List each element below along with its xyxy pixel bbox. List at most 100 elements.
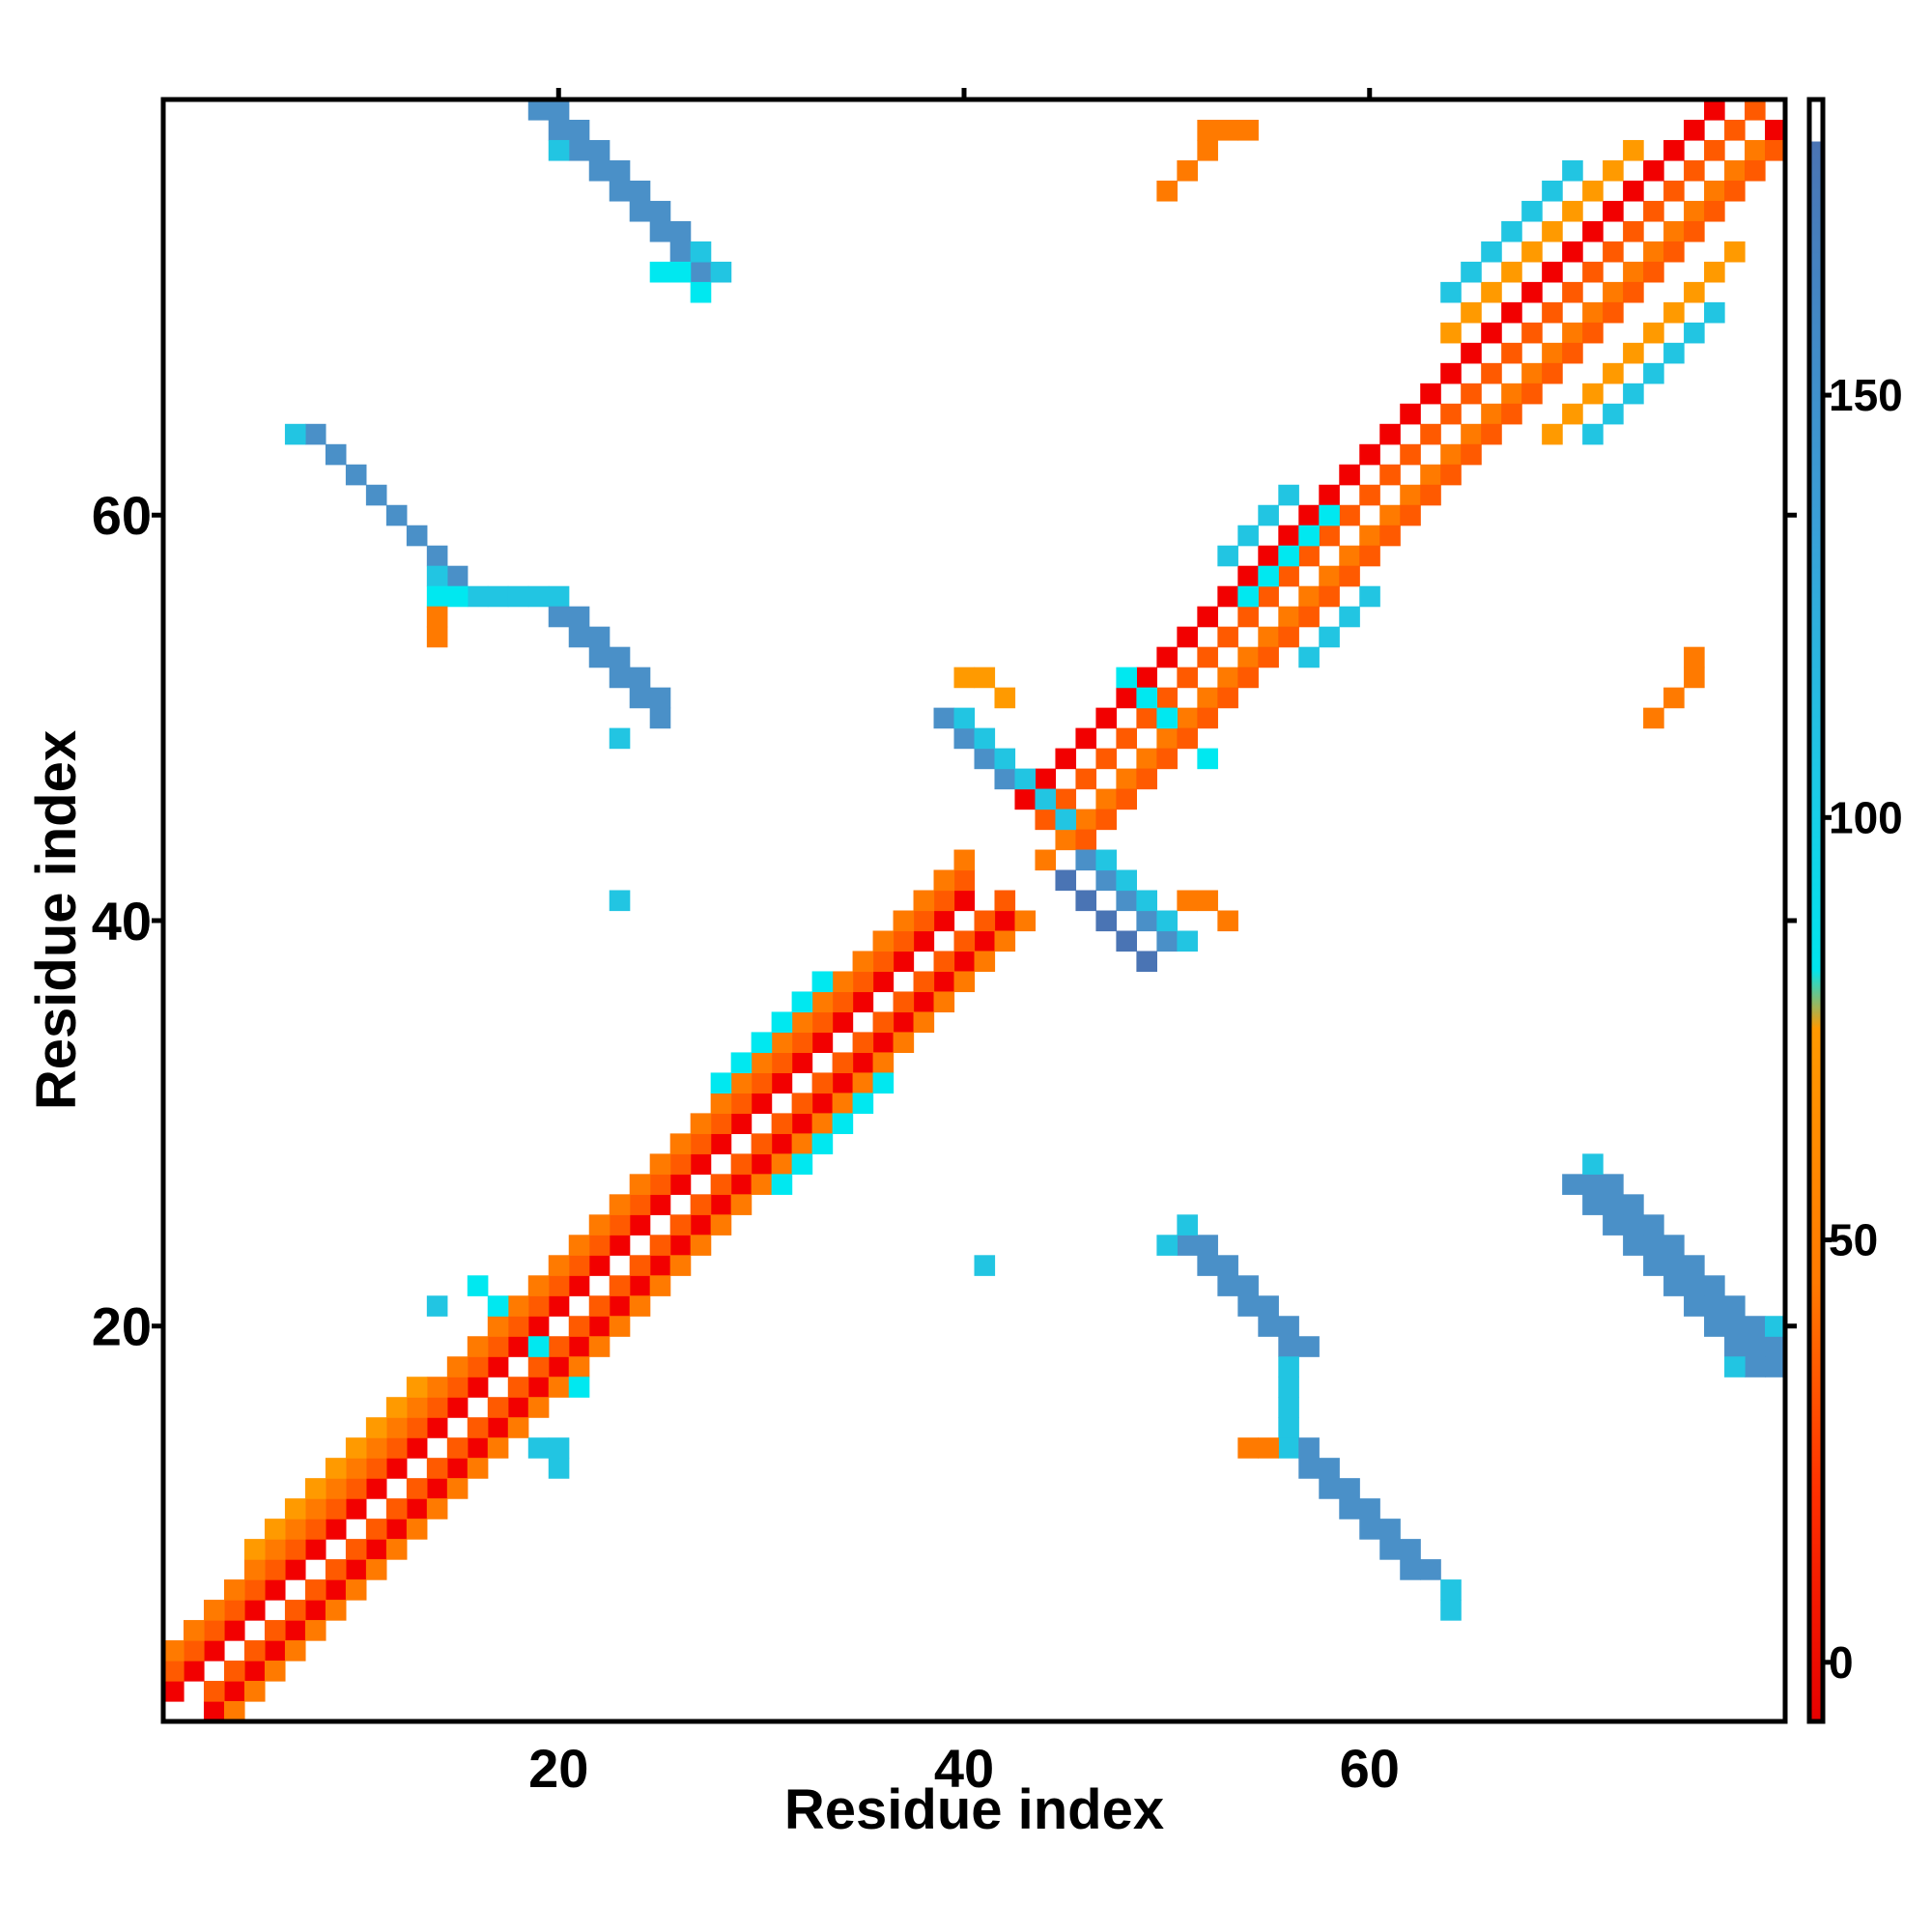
heatmap-cell (1359, 484, 1380, 506)
heatmap-cell (406, 1498, 428, 1520)
heatmap-cell (1298, 646, 1320, 668)
heatmap-cell (487, 1437, 509, 1459)
heatmap-cell (467, 1275, 489, 1296)
heatmap-cell (426, 1478, 448, 1499)
heatmap-cell (1704, 301, 1725, 324)
heatmap-cell (771, 1133, 793, 1154)
heatmap-cell (1055, 869, 1077, 892)
heatmap-cell (1095, 910, 1118, 932)
heatmap-cell (426, 1458, 448, 1479)
heatmap-cell (1663, 1235, 1685, 1256)
heatmap-cell (304, 1539, 327, 1560)
heatmap-cell (1359, 443, 1380, 466)
heatmap-cell (1035, 768, 1057, 790)
heatmap-cell (1481, 423, 1502, 445)
heatmap-cell (1440, 443, 1462, 466)
heatmap-cell (183, 1661, 205, 1682)
heatmap-cell (345, 1579, 367, 1601)
heatmap-cell (1197, 119, 1218, 141)
heatmap-cell (1217, 910, 1238, 932)
heatmap-cell (467, 1458, 489, 1479)
heatmap-cell (1319, 484, 1340, 506)
heatmap-cell (690, 281, 712, 303)
heatmap-cell (1298, 545, 1320, 567)
heatmap-cell (406, 1377, 428, 1398)
heatmap-cell (548, 1356, 570, 1378)
heatmap-cell (568, 1336, 590, 1357)
heatmap-cell (1542, 423, 1563, 445)
heatmap-cell (1258, 545, 1279, 567)
heatmap-cell (690, 1214, 712, 1236)
heatmap-cell (730, 1072, 753, 1094)
heatmap-cell (1116, 869, 1137, 892)
heatmap-cell (1116, 768, 1137, 790)
heatmap-cell (669, 1133, 692, 1154)
heatmap-cell (1298, 1437, 1320, 1459)
heatmap-cell (426, 1498, 448, 1520)
heatmap-cell (1704, 1316, 1725, 1337)
colorbar-tick-label: 0 (1829, 1637, 1854, 1688)
y-tick-label: 40 (92, 891, 152, 952)
heatmap-cell (1765, 1316, 1786, 1337)
heatmap-cell (304, 1620, 327, 1641)
heatmap-cell (588, 1255, 611, 1276)
heatmap-cell (893, 1011, 915, 1034)
heatmap-cell (1643, 1214, 1664, 1236)
heatmap-cell (548, 119, 570, 141)
heatmap-cell (609, 727, 631, 750)
heatmap-cell (1704, 200, 1725, 222)
heatmap-cell (1055, 809, 1077, 831)
heatmap-cell (426, 585, 448, 608)
heatmap-cell (1237, 525, 1259, 547)
heatmap-cell (1095, 707, 1118, 729)
heatmap-cell (1461, 342, 1482, 364)
heatmap-cell (264, 1579, 286, 1601)
heatmap-cell (1400, 403, 1421, 425)
heatmap-cell (629, 1174, 651, 1195)
heatmap-cell (1501, 261, 1522, 283)
heatmap-cell (1298, 1458, 1320, 1479)
heatmap-cell (1461, 423, 1482, 445)
heatmap-cell (588, 1295, 611, 1317)
heatmap-cell (568, 1356, 590, 1378)
heatmap-cell (669, 1214, 692, 1236)
heatmap-cell (1278, 1397, 1299, 1418)
heatmap-cell (1156, 910, 1178, 932)
heatmap-cell (1197, 1255, 1218, 1276)
heatmap-cell (1136, 707, 1157, 729)
heatmap-cell (1603, 1174, 1624, 1195)
heatmap-cell (1724, 241, 1746, 263)
heatmap-cell (1603, 200, 1624, 222)
heatmap-cell (1684, 1295, 1705, 1317)
heatmap-cell (649, 1194, 671, 1215)
heatmap-cell (1643, 1235, 1664, 1256)
heatmap-cells (163, 99, 1786, 1722)
heatmap-cell (487, 1397, 509, 1418)
heatmap-cell (548, 1255, 570, 1276)
heatmap-cell (710, 1072, 732, 1094)
heatmap-cell (1339, 464, 1360, 486)
heatmap-cell (1379, 423, 1401, 445)
heatmap-cell (669, 1174, 692, 1195)
heatmap-cell (446, 1356, 469, 1378)
heatmap-cell (1440, 281, 1462, 303)
heatmap-cell (1136, 951, 1157, 973)
heatmap-cell (284, 1498, 306, 1520)
heatmap-cell (1521, 322, 1543, 344)
heatmap-cell (163, 1661, 185, 1682)
heatmap-cell (690, 1133, 712, 1154)
heatmap-cell (1339, 1478, 1360, 1499)
heatmap-cell (1440, 322, 1462, 344)
x-axis-title: Residue index (784, 1778, 1164, 1841)
heatmap-cell (304, 1579, 327, 1601)
heatmap-cell (527, 1397, 550, 1418)
heatmap-cell (609, 159, 631, 182)
heatmap-cell (1562, 342, 1583, 364)
heatmap-cell (649, 1153, 671, 1175)
heatmap-cell (811, 1011, 834, 1034)
heatmap-cell (1643, 1255, 1664, 1276)
heatmap-cell (1217, 119, 1238, 141)
heatmap-cell (325, 1458, 347, 1479)
heatmap-cell (1359, 585, 1380, 608)
heatmap-cell (1278, 1377, 1299, 1398)
